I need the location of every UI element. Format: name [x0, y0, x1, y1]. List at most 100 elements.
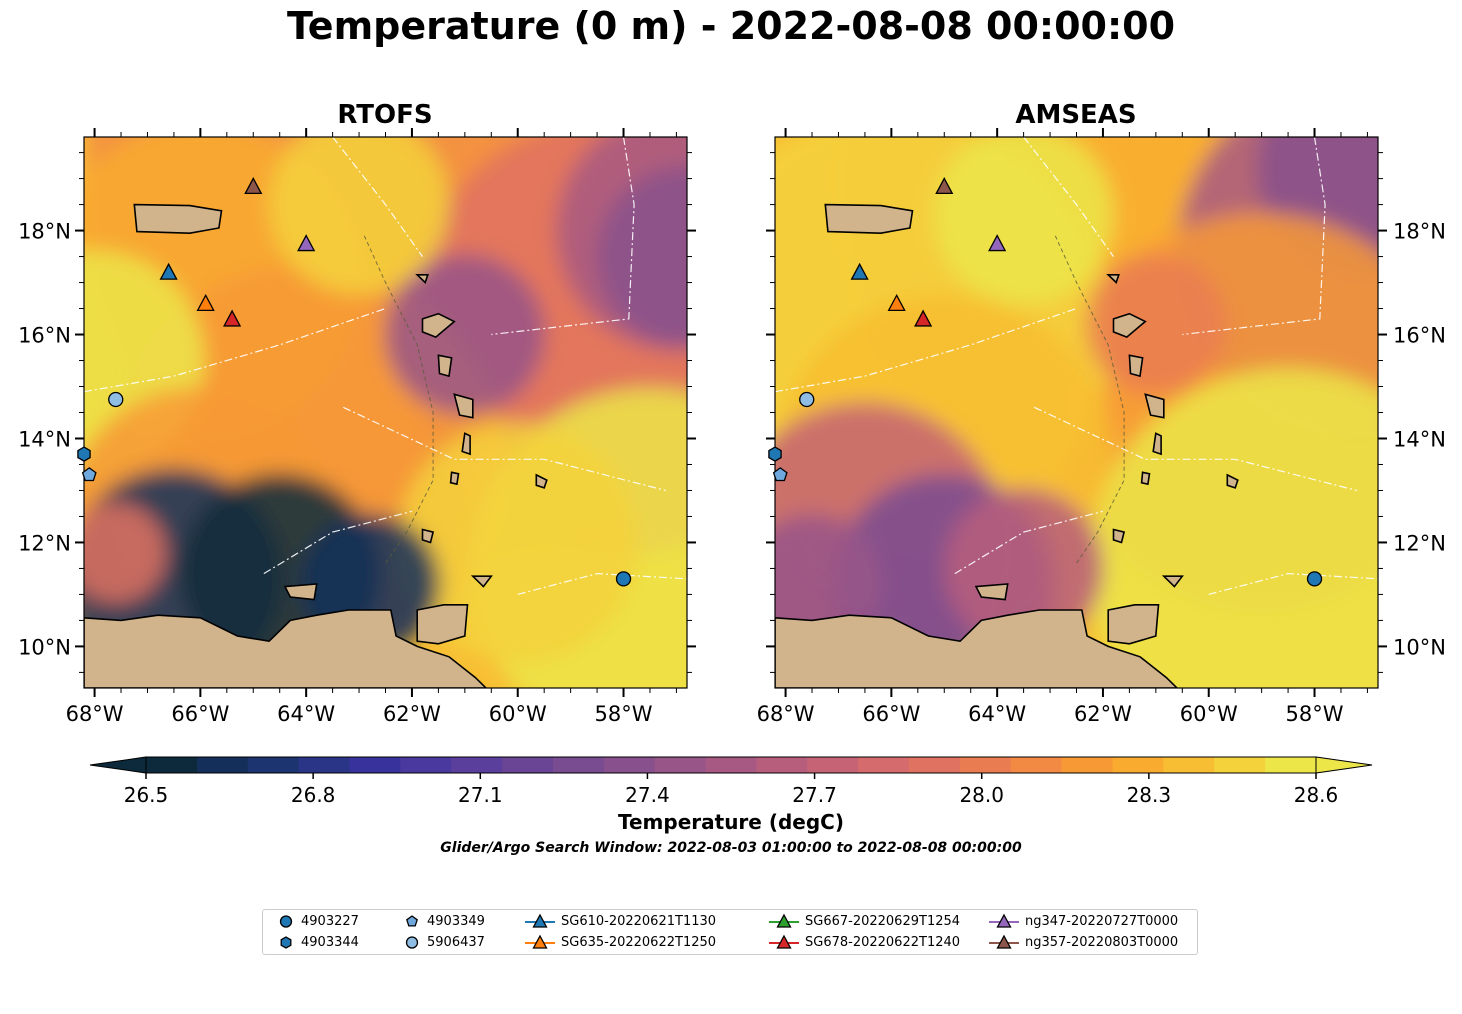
- land-grenada: [421, 528, 435, 544]
- land-dominica: [1128, 354, 1144, 378]
- legend-item: 4903349: [403, 913, 485, 929]
- legend-item: SG610-20220621T1130: [525, 913, 716, 929]
- colorbar-bin: [1265, 757, 1317, 773]
- lon-tick-label: 60°W: [489, 702, 547, 726]
- triangle-marker-icon: [989, 934, 1019, 949]
- land-trinidad: [1107, 604, 1160, 645]
- land-martinique: [453, 393, 474, 419]
- legend-label: SG667-20220629T1254: [805, 913, 961, 929]
- legend-marker: [406, 915, 418, 927]
- colorbar-bin: [298, 757, 350, 773]
- colorbar-bin: [349, 757, 401, 773]
- land-margarita: [283, 583, 318, 601]
- obs-SG635-20220622T1250: [887, 293, 906, 311]
- legend-marker: [405, 936, 419, 949]
- lat-tick-label: 10°N: [1393, 635, 1446, 659]
- lon-tick-label: 68°W: [757, 702, 815, 726]
- land-margarita: [974, 583, 1009, 601]
- legend-marker: [776, 934, 792, 949]
- colorbar-bin: [502, 757, 554, 773]
- obs-SG678-20220622T1240: [914, 309, 933, 327]
- colorbar-bin: [858, 757, 910, 773]
- colorbar-bin: [807, 757, 859, 773]
- legend-marker: [996, 934, 1012, 949]
- land-antigua: [1106, 274, 1120, 284]
- obs-SG610-20220621T1130: [850, 262, 869, 280]
- figure-title: Temperature (0 m) - 2022-08-08 00:00:00: [286, 4, 1176, 48]
- land-antigua: [415, 274, 429, 284]
- colorbar-tick-label: 28.3: [1127, 783, 1172, 807]
- panel-title-rtofs: RTOFS: [337, 100, 433, 130]
- colorbar-bin: [705, 757, 757, 773]
- legend-label: 4903227: [301, 913, 359, 929]
- colorbar-tick-label: 26.5: [124, 783, 169, 807]
- colorbar-bin: [1061, 757, 1114, 773]
- land-curacao: [722, 522, 749, 543]
- lat-tick-label: 12°N: [18, 531, 71, 555]
- legend-marker: [532, 934, 548, 949]
- obs-ng357-20220803T0000: [244, 177, 263, 195]
- lat-tick-label: 16°N: [1393, 324, 1446, 348]
- land-venezuela: [775, 609, 1179, 688]
- colorbar-tick-label: 27.4: [625, 783, 670, 807]
- obs-4903344: [768, 446, 782, 462]
- search-window-caption: Glider/Argo Search Window: 2022-08-03 01…: [440, 840, 1022, 856]
- legend-item: SG635-20220622T1250: [525, 934, 716, 950]
- lat-tick-label: 10°N: [18, 635, 71, 659]
- obs-ng357-20220803T0000: [935, 177, 954, 195]
- legend-marker: [532, 913, 548, 928]
- obs-5906437: [108, 391, 124, 408]
- land-stlucia: [461, 432, 471, 456]
- obs-ng347-20220727T0000: [297, 234, 316, 252]
- land-stvincent: [449, 471, 460, 486]
- colorbar-extend-high: [1315, 756, 1373, 774]
- pentagon-marker-icon: [406, 915, 418, 927]
- lon-tick-label: 68°W: [66, 702, 124, 726]
- legend-item: SG667-20220629T1254: [769, 913, 960, 929]
- land-barbados: [535, 473, 548, 489]
- colorbar-bin: [400, 757, 452, 773]
- legend-item: SG678-20220622T1240: [769, 934, 960, 950]
- circle-marker-icon: [405, 936, 419, 949]
- land-dominica: [437, 354, 453, 378]
- obs-SG678-20220622T1240: [223, 309, 242, 327]
- obs-5906437: [799, 391, 815, 408]
- land-guadeloupe: [421, 312, 456, 339]
- land-stvincent: [1140, 471, 1151, 486]
- colorbar-bin: [1112, 757, 1164, 773]
- land-martinique: [1144, 393, 1165, 419]
- lon-tick-label: 66°W: [171, 702, 229, 726]
- colorbar-tick-label: 28.0: [959, 783, 1004, 807]
- circle-marker-icon: [279, 915, 293, 928]
- legend-marker: [776, 913, 792, 928]
- lat-tick-label: 18°N: [1393, 220, 1446, 244]
- land-grenada: [1112, 528, 1126, 544]
- map-panel-rtofs: 68°W 66°W 64°W 62°W 60°W 58°W 18°N 16°N 14°N 12°N…: [18, 128, 696, 726]
- land-tobago: [1161, 575, 1184, 588]
- lat-tick-label: 14°N: [18, 427, 71, 451]
- lon-tick-label: 64°W: [277, 702, 335, 726]
- land-guadeloupe: [1112, 312, 1147, 339]
- legend-marker: [280, 936, 292, 949]
- triangle-marker-icon: [989, 913, 1019, 928]
- legend-label: SG635-20220622T1250: [561, 934, 717, 950]
- colorbar-bin: [146, 757, 198, 773]
- hexagon-marker-icon: [280, 936, 292, 949]
- lon-tick-label: 66°W: [862, 702, 920, 726]
- lon-tick-label: 58°W: [595, 702, 653, 726]
- land-stlucia: [1152, 432, 1162, 456]
- legend-label: ng357-20220803T0000: [1025, 934, 1179, 950]
- legend-marker: [279, 915, 293, 928]
- legend-item: 4903344: [277, 934, 359, 950]
- obs-4903349: [81, 467, 97, 482]
- colorbar-tick-label: 27.7: [792, 783, 837, 807]
- lon-tick-label: 62°W: [383, 702, 441, 726]
- triangle-marker-icon: [525, 934, 555, 949]
- obs-SG610-20220621T1130: [159, 262, 178, 280]
- triangle-marker-icon: [769, 934, 799, 949]
- obs-4903227: [1306, 571, 1323, 587]
- colorbar-bin: [909, 757, 961, 773]
- colorbar-bin: [1214, 757, 1266, 773]
- colorbar-bin: [552, 757, 605, 773]
